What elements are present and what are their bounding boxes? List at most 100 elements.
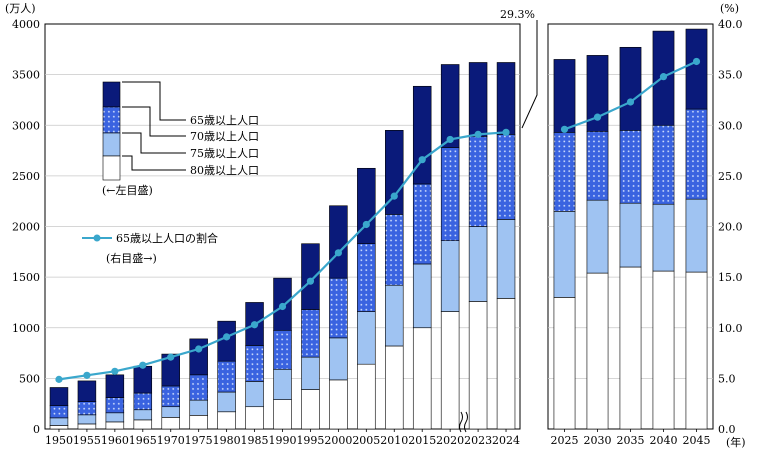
bar-segment-65-69 (586, 55, 609, 132)
left-axis-unit: (万人) (5, 2, 36, 15)
right-tick-label: 15.0 (718, 271, 743, 284)
bar-segment-75-79 (685, 198, 708, 273)
bar-segment-70-74 (301, 309, 320, 358)
x-axis-ticks: 1950 1955 1960 1965 1970 1975 1980 1985 1990 1995… (45, 429, 711, 447)
bar-segment-75-79 (619, 202, 642, 268)
bar-segment-65-69 (189, 338, 208, 376)
bar-segment-80-plus (105, 421, 125, 430)
bar-segment-70-74 (217, 360, 236, 393)
bar-segment-65-69 (553, 59, 576, 133)
bar-segment-75-79 (652, 203, 675, 272)
ratio-point (83, 371, 91, 379)
bar-segment-65-69 (77, 380, 97, 402)
bar-segment-75-79 (329, 337, 348, 381)
bar-segment-80-plus (217, 411, 236, 430)
x-tick-label: 2020 (436, 434, 464, 447)
x-tick-label: 2030 (584, 434, 612, 447)
x-tick-label: 2015 (408, 434, 436, 447)
bar-segment-80-plus (440, 311, 460, 430)
bar-segment-70-74 (133, 392, 153, 411)
ratio-point (626, 98, 635, 106)
annotation-29-3: 29.3% (500, 8, 535, 21)
ratio-point (593, 113, 602, 121)
x-tick-label: 2025 (551, 434, 579, 447)
bar-segment-75-79 (468, 226, 488, 302)
left-tick-label: 500 (19, 372, 40, 385)
right-tick-label: 10.0 (718, 322, 743, 335)
bar-segment-65-69 (412, 85, 432, 185)
x-tick-label: 1995 (296, 434, 324, 447)
ratio-point (560, 125, 569, 133)
x-tick-label: 1990 (269, 434, 297, 447)
ratio-point (55, 375, 63, 383)
bar-segment-75-79 (77, 414, 97, 425)
bar-segment-65-69 (385, 130, 404, 215)
bar-segment-70-74 (329, 277, 348, 339)
legend-swatch-65 (102, 81, 121, 108)
legend-swatch-70 (102, 106, 121, 134)
bar-segment-70-74 (685, 108, 708, 200)
ratio-point (278, 302, 287, 311)
bar-segment-75-79 (385, 284, 404, 347)
bar-segment-75-79 (553, 211, 576, 298)
bar-segment-70-74 (273, 329, 292, 370)
ratio-point (167, 353, 175, 361)
x-tick-label: 2024 (492, 434, 520, 447)
bar-segment-70-74 (412, 183, 432, 265)
left-tick-label: 4000 (12, 18, 40, 31)
gridlines (45, 74, 713, 379)
legend-line-label: 65歳以上人口の割合 (116, 231, 218, 245)
bar-segment-80-plus (553, 297, 576, 430)
bar-segment-70-74 (496, 134, 516, 220)
left-tick-label: 2500 (12, 170, 40, 183)
bar-segment-65-69 (217, 320, 236, 362)
bar-segment-65-69 (468, 62, 488, 137)
ratio-point (692, 57, 701, 66)
bar-segment-65-69 (357, 167, 376, 245)
ratio-point (306, 277, 315, 285)
x-tick-label: 2005 (352, 434, 380, 447)
legend-right-scale-note: (右目盛→) (106, 251, 157, 265)
line-legend: 65歳以上人口の割合 (右目盛→) (82, 231, 218, 265)
legend-left-scale-note: (←左目盛) (102, 183, 153, 197)
year-unit: (年) (726, 435, 746, 449)
bar-series (49, 28, 708, 430)
x-tick-label: 1965 (129, 434, 157, 447)
left-tick-label: 3000 (12, 119, 40, 132)
bar-segment-75-79 (273, 368, 292, 400)
x-tick-label: 2023 (464, 434, 492, 447)
bar-segment-75-79 (161, 406, 180, 418)
legend-label-80: 80歳以上人口 (190, 164, 259, 177)
bar-segment-80-plus (301, 389, 320, 430)
bar-segment-65-69 (496, 62, 516, 135)
legend-line-marker (93, 234, 101, 242)
ratio-point (502, 128, 510, 136)
bar-segment-70-74 (77, 401, 97, 416)
bar-segment-65-69 (619, 46, 642, 131)
bar-segment-75-79 (245, 381, 264, 408)
ratio-point (659, 73, 668, 81)
bar-segment-80-plus (245, 406, 264, 430)
right-axis-unit: (%) (720, 2, 739, 15)
bar-segment-80-plus (189, 415, 208, 430)
bar-segment-80-plus (273, 399, 292, 430)
bar-segment-70-74 (49, 405, 69, 419)
left-tick-label: 1000 (12, 322, 40, 335)
bar-segment-70-74 (189, 374, 208, 401)
bar-segment-75-79 (217, 391, 236, 413)
bar-segment-65-69 (440, 64, 460, 148)
bar-segment-70-74 (245, 345, 264, 382)
annotation-leader (521, 20, 538, 129)
ratio-point (334, 249, 342, 257)
bar-segment-70-74 (553, 132, 576, 212)
ratio-point (446, 135, 454, 144)
bar-segment-80-plus (468, 301, 488, 430)
bar-segment-80-plus (385, 345, 404, 430)
bar-segment-75-79 (301, 356, 320, 390)
bar-segment-80-plus (161, 417, 180, 430)
bar-segment-75-79 (49, 417, 69, 426)
bar-segment-75-79 (133, 409, 153, 421)
bar-segment-65-69 (133, 365, 153, 394)
bar-segment-80-plus (77, 423, 97, 430)
